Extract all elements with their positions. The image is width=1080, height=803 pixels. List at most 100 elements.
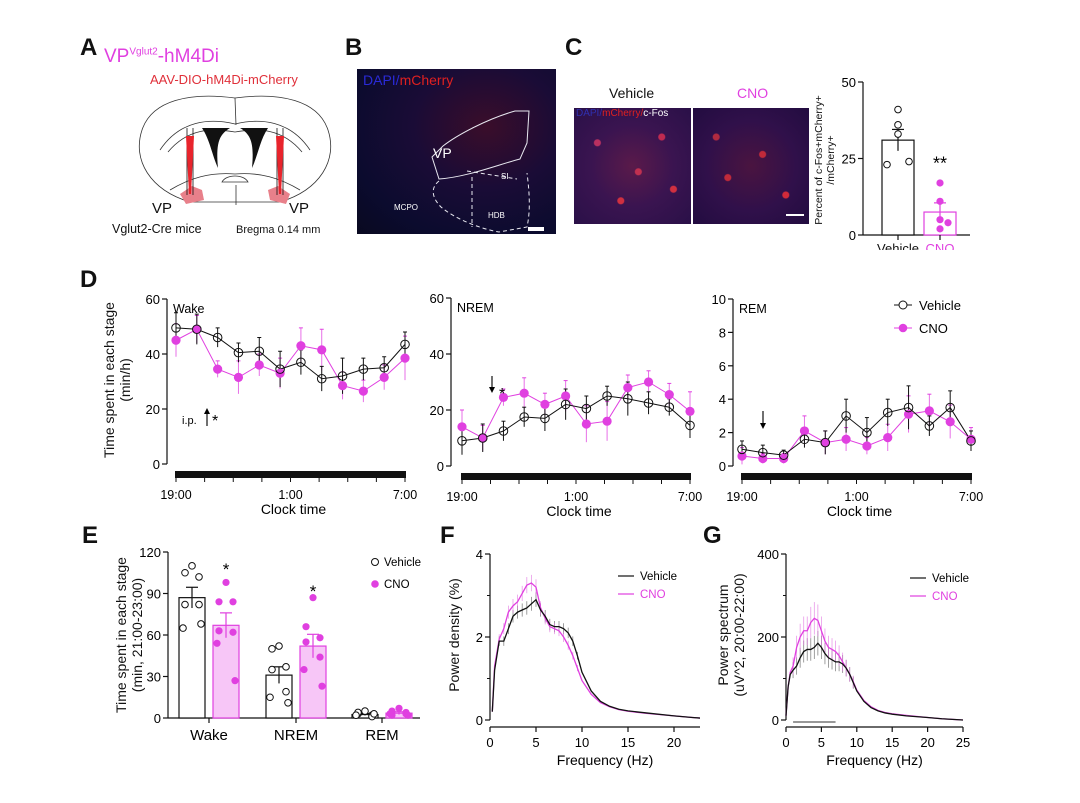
e-data-point xyxy=(282,687,290,696)
d-wake-y-tick-label: 20 xyxy=(146,402,160,417)
g-y-tick-label: 200 xyxy=(757,630,779,645)
stain-dapi-b: DAPI/ xyxy=(363,72,400,88)
panel-a-title-tail: -hM4Di xyxy=(157,46,219,67)
c-data-point xyxy=(894,130,902,138)
c-ylabel-line2: /mCherry+ xyxy=(825,135,837,184)
e-data-point xyxy=(302,638,310,646)
d-nrem-point-cno xyxy=(519,388,529,398)
d-nrem-point-cno xyxy=(581,419,591,429)
e-data-point xyxy=(195,600,203,609)
vp-label-right: VP xyxy=(289,200,310,217)
d-wake-point-vehicle xyxy=(275,364,285,374)
c-ylabel-line1: Percent of c-Fos+mCherry+ xyxy=(813,95,825,225)
d-rem-point-vehicle xyxy=(862,427,872,438)
d-rem-point-vehicle xyxy=(924,421,935,431)
d-wake-point-vehicle xyxy=(400,339,410,350)
d-wake-x-tick-label: 1:00 xyxy=(278,488,302,502)
d-rem-stage-label: REM xyxy=(739,302,767,316)
f-x-tick-label: 15 xyxy=(621,735,635,750)
panel-letter-e: E xyxy=(82,522,99,549)
f-x-tick-label: 20 xyxy=(667,735,681,750)
d-rem-point-cno xyxy=(945,417,955,427)
c-data-point xyxy=(936,179,944,187)
e-data-point xyxy=(282,663,290,671)
d-rem-point-vehicle xyxy=(903,402,914,413)
e-y-tick-label: 120 xyxy=(139,545,161,560)
e-data-point xyxy=(229,598,237,606)
d-rem-xlabel: Clock time xyxy=(827,503,893,519)
g-legend-label-vehicle: Vehicle xyxy=(932,573,969,585)
d-wake-point-cno xyxy=(400,353,410,363)
d-nrem-point-vehicle xyxy=(623,394,633,404)
d-wake-xlabel: Clock time xyxy=(261,501,327,517)
d-wake-point-vehicle xyxy=(379,362,389,373)
e-x-tick-label: REM xyxy=(365,727,398,744)
e-data-point xyxy=(268,645,276,653)
d-wake-point-cno xyxy=(296,341,306,351)
d-wake-point-vehicle xyxy=(212,332,223,343)
e-data-point xyxy=(197,620,205,628)
d-nrem-point-vehicle xyxy=(643,398,654,408)
d-nrem-arrow-head xyxy=(489,387,495,393)
e-ylabel-line1: Time spent in each stage xyxy=(113,557,129,713)
f-ylabel: Power density (%) xyxy=(446,578,462,692)
d-wake-point-cno xyxy=(337,381,348,391)
d-rem-y-tick-label: 2 xyxy=(719,426,726,441)
c-significance: ** xyxy=(933,154,947,174)
d-nrem-point-cno xyxy=(685,406,695,416)
f-y-tick-label: 0 xyxy=(476,713,483,728)
g-ylabel-line1: Power spectrum xyxy=(715,584,731,685)
e-data-point xyxy=(215,598,223,606)
d-wake-point-vehicle xyxy=(296,357,306,368)
panel-letter-a: A xyxy=(80,34,98,61)
e-y-tick-label: 30 xyxy=(147,670,161,685)
panel-letter-c: C xyxy=(565,34,583,61)
d-rem-point-cno xyxy=(924,406,934,416)
histology-image-vehicle: DAPI/mCherry/c-Fos xyxy=(574,108,691,224)
panel-a-title: VPVglut2-hM4Di xyxy=(104,46,219,68)
e-data-point xyxy=(229,628,237,636)
g-y-tick-label: 400 xyxy=(757,547,779,562)
e-significance: * xyxy=(223,560,230,579)
d-nrem-point-cno xyxy=(457,422,467,432)
d-wake-point-vehicle xyxy=(358,364,369,374)
region-label-vp: VP xyxy=(433,145,452,161)
e-data-point xyxy=(316,634,324,642)
bregma-label: Bregma 0.14 mm xyxy=(236,224,321,236)
si-hdb-divider xyxy=(466,170,518,227)
d-nrem-point-vehicle xyxy=(519,412,529,422)
d-legend-marker-cno xyxy=(898,323,908,333)
d-legend-marker-vehicle xyxy=(898,300,908,310)
anterior-commissure xyxy=(169,173,301,191)
g-x-tick-label: 20 xyxy=(920,735,934,750)
stain-label-b: DAPI/mCherry xyxy=(363,72,453,88)
d-nrem-point-cno xyxy=(623,383,633,393)
d-wake-y-tick-label: 60 xyxy=(146,292,160,307)
g-y-tick-label: 0 xyxy=(772,713,779,728)
d-wake-point-vehicle xyxy=(171,323,181,333)
panel-letter-b: B xyxy=(345,34,363,61)
d-legend-label-cno: CNO xyxy=(919,321,948,336)
f-legend-label-cno: CNO xyxy=(640,589,666,601)
d-rem-point-vehicle xyxy=(882,407,893,418)
f-x-tick-label: 0 xyxy=(486,735,493,750)
e-data-point xyxy=(188,562,196,570)
d-wake-point-vehicle xyxy=(254,346,265,357)
g-ylabel-line2: (uV^2, 20:00-22:00) xyxy=(731,573,747,696)
d-rem-point-vehicle xyxy=(820,437,831,448)
d-nrem-y-tick-label: 40 xyxy=(430,347,444,362)
d-nrem-point-cno xyxy=(602,416,612,426)
e-bar-wake-cno xyxy=(212,624,240,719)
d-rem-point-cno xyxy=(966,434,976,444)
chart-c-bar: 0 25 50 Percent of c-Fos+mCherry+/mCherry+ V… xyxy=(813,75,970,250)
vp-region-left xyxy=(180,186,204,204)
brain-outline xyxy=(138,95,332,203)
d-nrem-point-vehicle xyxy=(457,436,467,446)
e-data-point xyxy=(300,665,308,674)
e-legend-label-cno: CNO xyxy=(384,579,410,591)
virus-track-right xyxy=(276,136,284,194)
d-nrem-significance: * xyxy=(499,386,505,403)
c-y-tick-label: 50 xyxy=(842,75,856,90)
region-label-mcpo: MCPO xyxy=(394,203,418,212)
brain-schematic xyxy=(138,95,332,205)
